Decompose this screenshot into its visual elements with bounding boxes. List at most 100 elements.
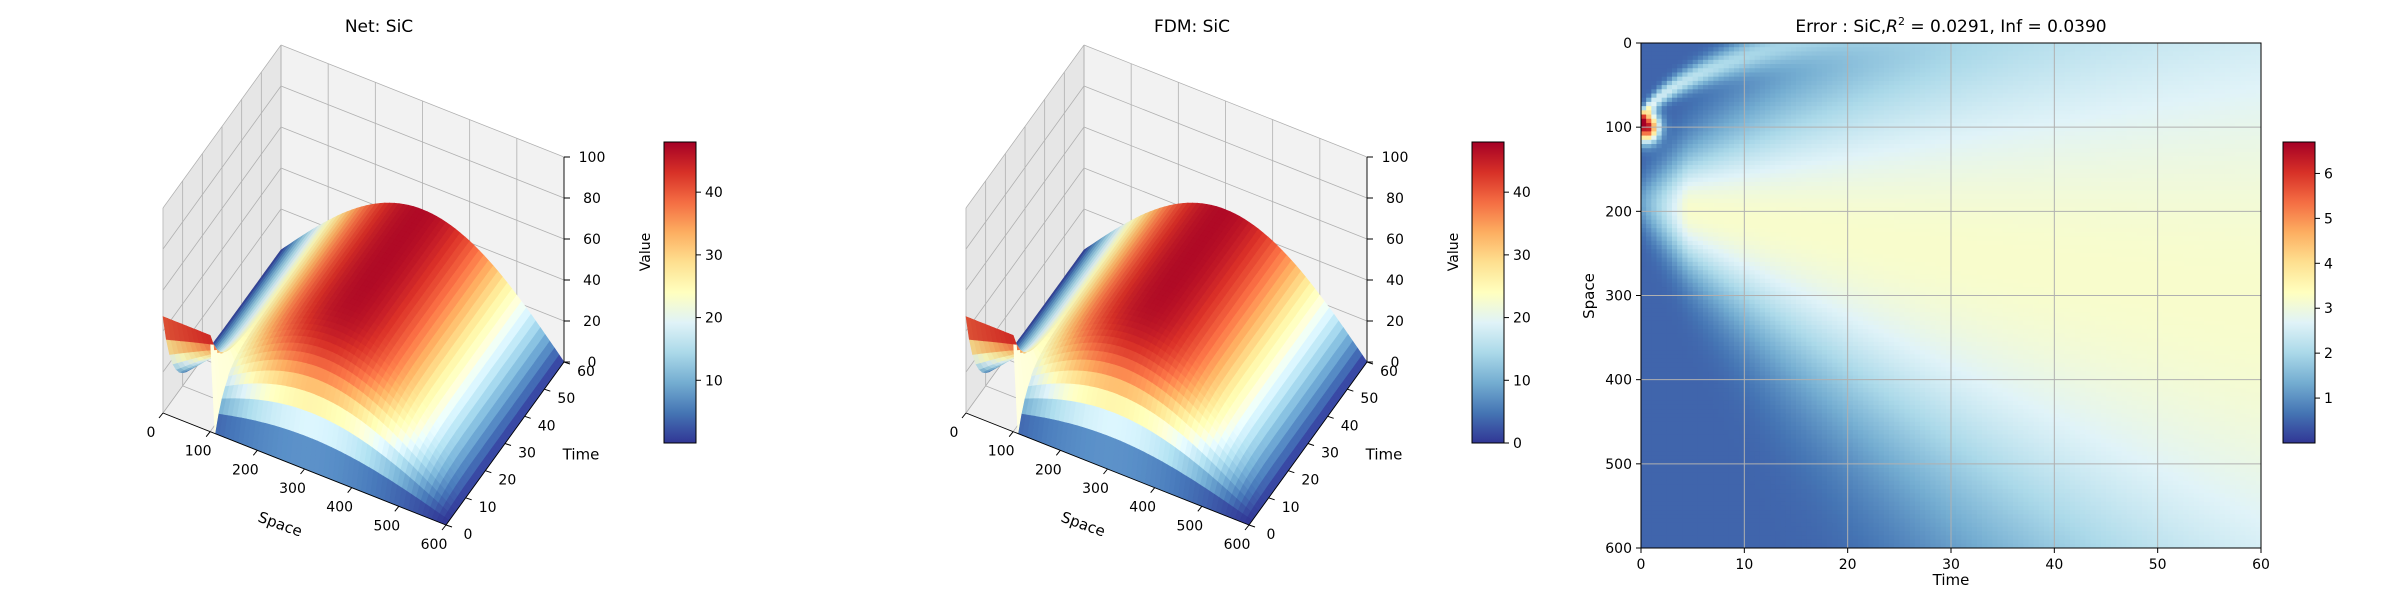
heatmap-cell — [1641, 160, 1647, 166]
heatmap-cell — [1656, 47, 1663, 53]
heatmap-cell — [1646, 303, 1652, 309]
heatmap-cell — [1646, 539, 1652, 545]
heatmap-cell — [1641, 127, 1647, 132]
heatmap-cell — [1641, 59, 1647, 65]
heatmap-cell — [1651, 160, 1658, 166]
heatmap-cell — [1641, 371, 1647, 377]
heatmap-cell — [1651, 510, 1658, 515]
heatmap-cell — [1646, 409, 1652, 414]
y-tick — [524, 415, 531, 419]
heatmap-cell — [1641, 510, 1647, 515]
heatmap-cell — [1656, 215, 1663, 221]
heatmap-cell — [1651, 421, 1658, 427]
y-tick-label: 10 — [1282, 500, 1300, 516]
z-tick-label: 100 — [1382, 150, 1409, 166]
heatmap-cell — [1651, 333, 1658, 339]
heatmap-cell — [1646, 526, 1652, 532]
heatmap-cell — [1641, 93, 1647, 99]
heatmap-cell — [1641, 543, 1647, 548]
grid-line — [1083, 126, 1368, 240]
heatmap-cell — [1641, 186, 1647, 191]
heatmap-cell — [1656, 101, 1663, 107]
grid-line — [965, 44, 1085, 209]
heatmap-cell — [1651, 240, 1658, 246]
heatmap-cell — [1641, 245, 1647, 250]
heatmap-cell — [1656, 468, 1663, 473]
heatmap-cell — [1656, 118, 1663, 124]
heatmap-cell — [1641, 43, 1647, 48]
x-tick — [1008, 431, 1014, 437]
heatmap-cell — [1646, 535, 1652, 541]
heatmap-cell — [1641, 287, 1647, 292]
heatmap-cell — [1646, 59, 1652, 65]
heatmap-cell — [1646, 72, 1652, 78]
heatmap-cell — [1651, 531, 1658, 536]
colorbar-gradient — [663, 141, 697, 444]
heatmap-cell — [1656, 122, 1663, 128]
heatmap-cell — [1641, 169, 1647, 175]
heatmap-cell — [1641, 480, 1647, 486]
heatmap-cell — [1646, 85, 1652, 90]
heatmap-cell — [1646, 291, 1652, 297]
surface-facet — [204, 333, 214, 345]
heatmap-cell — [1651, 165, 1658, 170]
heatmap-cell — [1651, 501, 1658, 507]
heatmap-cell — [1656, 240, 1663, 246]
z-tick-label: 80 — [1386, 191, 1404, 207]
heatmap-cell — [1656, 144, 1663, 149]
heatmap-cell — [1646, 388, 1652, 393]
heatmap-cell — [1651, 152, 1658, 158]
heatmap-cell — [1646, 451, 1652, 457]
heatmap-cell — [1646, 497, 1652, 503]
heatmap-cell — [1646, 139, 1652, 145]
heatmap-cell — [1651, 211, 1658, 217]
heatmap-cell — [1656, 232, 1663, 238]
heatmap-cell — [1641, 333, 1647, 339]
heatmap-cell — [1651, 93, 1658, 99]
heatmap-cell — [1641, 497, 1647, 503]
grid-line — [162, 167, 282, 332]
grid-line — [162, 44, 282, 209]
heatmap-cell — [1651, 413, 1658, 419]
heatmap-cell — [1651, 282, 1658, 288]
heatmap-cell — [1656, 93, 1663, 99]
heatmap-cell — [1641, 455, 1647, 461]
x-tick-label: 200 — [1035, 462, 1062, 478]
z-tick-label: 0 — [1391, 355, 1400, 371]
heatmap-cell — [1651, 139, 1658, 145]
heatmap-cell — [1646, 383, 1652, 389]
heatmap-cell — [1646, 514, 1652, 520]
x-tick-label: 100 — [988, 444, 1015, 460]
heatmap-cell — [1656, 476, 1663, 482]
heatmap-cell — [1651, 299, 1658, 305]
heatmap-cell — [1641, 291, 1647, 297]
heatmap-cell — [1651, 106, 1658, 111]
heatmap-cell — [1646, 215, 1652, 221]
heatmap-cell — [1641, 396, 1647, 402]
heatmap-cell — [1646, 354, 1652, 360]
heatmap-cell — [1656, 186, 1663, 191]
grid-line — [280, 44, 565, 158]
heatmap-cell — [1641, 493, 1647, 499]
axes3d-fdm: 0100200300400500600010203040506002040608… — [950, 43, 1409, 553]
heatmap-cell — [1656, 362, 1663, 368]
heatmap-cell — [1646, 80, 1652, 86]
heatmap-cell — [1656, 379, 1663, 385]
heatmap-cell — [1646, 362, 1652, 368]
heatmap-cell — [1651, 358, 1658, 364]
heatmap-cell — [1641, 215, 1647, 221]
heatmap-cell — [1646, 177, 1652, 183]
heatmap-cell — [1641, 501, 1647, 507]
colorbar-tick-label: 10 — [1513, 373, 1531, 389]
heatmap-cell — [1651, 522, 1658, 528]
heatmap-cell — [1656, 219, 1663, 225]
z-tick-label: 0 — [588, 355, 597, 371]
heatmap-cell — [1651, 274, 1658, 280]
heatmap-cell — [1656, 489, 1663, 494]
heatmap-cell — [1641, 106, 1647, 111]
heatmap-cell — [1651, 434, 1658, 440]
x-tick — [1150, 487, 1156, 493]
heatmap-cell — [1641, 341, 1647, 347]
heatmap-cell — [1641, 261, 1647, 267]
heatmap-cell — [1651, 375, 1658, 381]
